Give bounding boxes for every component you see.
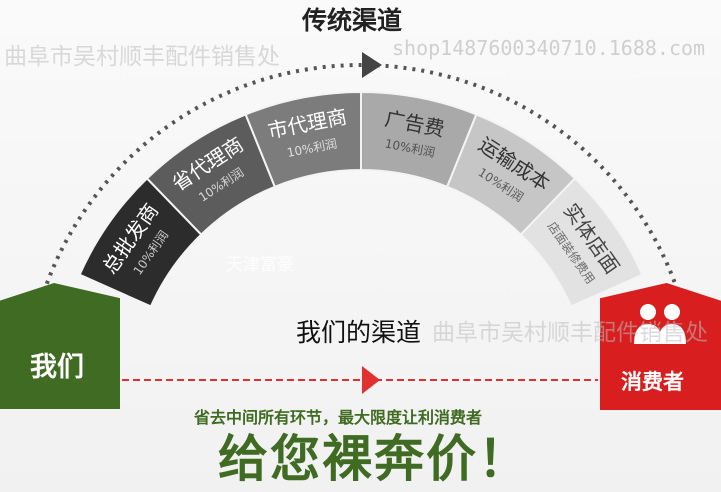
city-watermark: 天津富豪 (226, 255, 294, 275)
dotted-arc (27, 63, 695, 354)
segment-6 (519, 177, 644, 308)
us-label: 我们 (30, 352, 84, 383)
url-watermark: shop1487600340710.1688.com (392, 36, 706, 60)
tagline: 省去中间所有环节，最大限度让利消费者 (194, 408, 483, 427)
us-block (0, 283, 120, 409)
shop-watermark-bottom: 曲阜市吴村顺丰配件销售处 (432, 320, 708, 346)
consumer-label: 消费者 (621, 370, 684, 394)
headline: 给您裸奔价！ (218, 430, 530, 488)
direct-arrow-icon (362, 366, 380, 394)
shop-watermark-top: 曲阜市吴村顺丰配件销售处 (4, 44, 280, 70)
traditional-channel-label: 传统渠道 (302, 6, 403, 35)
arc-arrow-icon (362, 52, 382, 78)
consumer-block (600, 283, 721, 410)
people-icon (630, 300, 690, 350)
our-channel-label: 我们的渠道 (296, 318, 422, 347)
